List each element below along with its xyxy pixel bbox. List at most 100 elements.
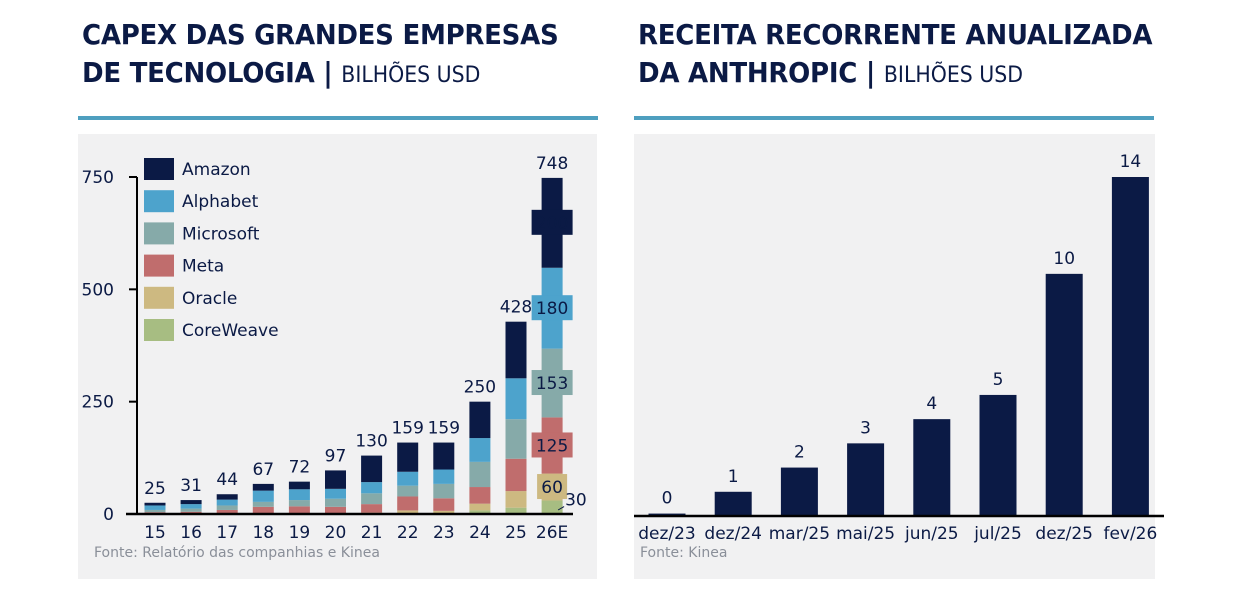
bar-segment-alphabet-15 xyxy=(144,505,166,510)
bar-segment-meta-20 xyxy=(325,506,346,514)
legend-swatch-microsoft xyxy=(144,222,174,245)
x-tick-label-20: 20 xyxy=(325,523,347,543)
bar-segment-microsoft-19 xyxy=(288,500,310,507)
bar-segment-alphabet-19 xyxy=(288,489,310,501)
legend-label-coreweave: CoreWeave xyxy=(182,321,279,341)
bar-segment-amazon-17 xyxy=(216,494,238,500)
annotation-box-amazon xyxy=(531,209,573,235)
total-label-20: 97 xyxy=(325,446,347,466)
bar-segment-alphabet-17 xyxy=(216,499,238,506)
x-tick-label-26e: 26E xyxy=(536,523,568,543)
annotation-label-meta: 125 xyxy=(536,436,568,456)
legend-swatch-coreweave xyxy=(144,319,174,341)
x-tick-label-21: 21 xyxy=(361,523,383,543)
bar-segment-meta-21 xyxy=(361,504,383,513)
x-tick-label-dez-24: dez/24 xyxy=(704,524,762,544)
bar-segment-oracle-23 xyxy=(433,510,455,514)
bar-segment-meta-19 xyxy=(288,506,310,514)
annotation-label-amazon: 200 xyxy=(536,214,568,234)
bar-segment-microsoft-22 xyxy=(397,485,419,497)
right-chart-title: RECEITA RECORRENTE ANUALIZADA DA ANTHROP… xyxy=(638,16,1152,95)
total-label-26e: 748 xyxy=(536,154,568,174)
bar-segment-coreweave-25 xyxy=(505,507,527,514)
bar-segment-oracle-24 xyxy=(469,503,491,511)
bar-mai-25 xyxy=(847,443,885,516)
bar-segment-meta-17 xyxy=(216,509,238,514)
total-label-15: 25 xyxy=(144,479,166,499)
right-title-rule xyxy=(634,116,1154,120)
legend-swatch-oracle xyxy=(144,286,174,309)
x-tick-label-dez-25: dez/25 xyxy=(1035,524,1093,544)
bar-segment-meta-16 xyxy=(180,511,202,514)
right-title-separator: | xyxy=(865,56,876,89)
bar-segment-coreweave-26e xyxy=(541,500,563,514)
capex-stacked-bar-chart: 0 250 500 750 25 15 31 16 44 17 67 18 72 19 97 20 130 21 1… xyxy=(82,154,587,543)
left-title-line2: DE TECNOLOGIA xyxy=(82,56,315,89)
total-label-22: 159 xyxy=(391,419,423,439)
x-tick-label-18: 18 xyxy=(252,523,274,543)
right-title-unit: BILHÕES USD xyxy=(883,63,1024,88)
legend-label-oracle: Oracle xyxy=(182,289,237,309)
x-tick-label-mai-25: mai/25 xyxy=(836,524,895,544)
annotation-box-alphabet xyxy=(531,295,573,321)
bar-segment-amazon-22 xyxy=(397,442,419,472)
data-label-dez-23: 0 xyxy=(662,489,673,509)
total-label-25: 428 xyxy=(500,298,532,318)
bar-segment-microsoft-23 xyxy=(433,483,455,499)
anthropic-arr-bar-chart: 0 dez/23 1 dez/24 2 mar/25 3 mai/25 4 jun/25 5 jul/… xyxy=(634,152,1164,544)
total-label-21: 130 xyxy=(355,432,387,452)
legend-label-meta: Meta xyxy=(182,257,224,277)
data-label-jul-25: 5 xyxy=(993,370,1004,390)
x-tick-label-jul-25: jul/25 xyxy=(973,524,1022,544)
bar-dez-24 xyxy=(714,491,752,516)
data-label-fev-26: 14 xyxy=(1120,152,1142,172)
x-tick-label-dez-23: dez/23 xyxy=(638,524,696,544)
x-tick-label-25: 25 xyxy=(505,523,527,543)
bar-segment-meta-22 xyxy=(397,496,419,511)
bar-jul-25 xyxy=(979,394,1017,516)
x-tick-label-22: 22 xyxy=(397,523,419,543)
bar-segment-amazon-19 xyxy=(288,481,310,490)
left-title-rule xyxy=(78,116,598,120)
legend-swatch-alphabet xyxy=(144,190,174,213)
bar-segment-amazon-16 xyxy=(180,500,202,505)
bar-segment-alphabet-20 xyxy=(325,488,346,499)
legend-swatch-meta xyxy=(144,254,174,277)
total-label-24: 250 xyxy=(464,378,496,398)
y-tick-label: 500 xyxy=(82,280,114,300)
bar-segment-oracle-25 xyxy=(505,491,527,508)
bar-segment-amazon-15 xyxy=(144,502,166,506)
bar-segment-alphabet-16 xyxy=(180,504,202,509)
legend-label-microsoft: Microsoft xyxy=(182,224,260,244)
x-tick-label-15: 15 xyxy=(144,523,166,543)
bar-mar-25 xyxy=(780,467,818,516)
bar-segment-alphabet-24 xyxy=(469,438,491,462)
bar-segment-amazon-24 xyxy=(469,401,491,439)
total-label-18: 67 xyxy=(252,460,274,480)
bar-segment-microsoft-20 xyxy=(325,498,346,507)
bar-segment-oracle-22 xyxy=(397,510,419,514)
data-label-mar-25: 2 xyxy=(794,443,805,463)
legend-label-amazon: Amazon xyxy=(182,160,251,180)
right-title-line1: RECEITA RECORRENTE ANUALIZADA xyxy=(638,18,1153,51)
total-label-19: 72 xyxy=(289,458,311,478)
data-label-dez-24: 1 xyxy=(728,467,739,487)
y-tick-label: 250 xyxy=(82,393,114,413)
x-tick-label-jun-25: jun/25 xyxy=(904,524,959,544)
annotation-box-microsoft xyxy=(531,370,573,396)
bar-segment-microsoft-21 xyxy=(361,493,383,505)
left-title-line1: CAPEX DAS GRANDES EMPRESAS xyxy=(82,18,559,51)
bar-segment-meta-18 xyxy=(252,506,274,514)
annotation-box-meta xyxy=(531,432,573,458)
annotation-label-coreweave: 30 xyxy=(565,491,587,511)
x-tick-label-mar-25: mar/25 xyxy=(769,524,830,544)
bar-segment-alphabet-23 xyxy=(433,469,455,484)
bar-segment-microsoft-25 xyxy=(505,419,527,459)
bar-segment-amazon-21 xyxy=(361,455,383,483)
bar-segment-meta-25 xyxy=(505,458,527,492)
bar-segment-alphabet-25 xyxy=(505,378,527,420)
total-label-17: 44 xyxy=(216,470,238,490)
x-tick-label-23: 23 xyxy=(433,523,455,543)
annotation-label-oracle: 60 xyxy=(541,478,563,498)
x-tick-label-19: 19 xyxy=(289,523,311,543)
